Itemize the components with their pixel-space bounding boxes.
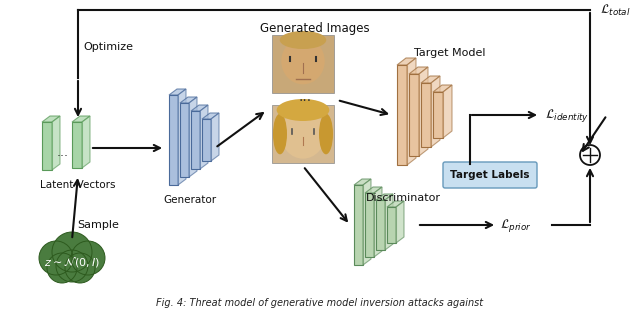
Text: Discriminator: Discriminator [365, 193, 440, 203]
Polygon shape [72, 122, 82, 168]
Polygon shape [42, 122, 52, 170]
Polygon shape [202, 113, 219, 119]
Polygon shape [376, 194, 393, 200]
Polygon shape [211, 113, 219, 161]
Circle shape [71, 241, 105, 275]
Polygon shape [272, 105, 334, 163]
Text: Generated Images: Generated Images [260, 22, 370, 35]
Circle shape [65, 253, 95, 283]
Polygon shape [443, 85, 452, 138]
Polygon shape [365, 187, 382, 193]
Polygon shape [365, 193, 374, 257]
Circle shape [39, 241, 73, 275]
Text: $\mathcal{L}_{identity}$: $\mathcal{L}_{identity}$ [545, 106, 589, 123]
Polygon shape [180, 97, 197, 103]
Polygon shape [354, 179, 371, 185]
Polygon shape [433, 85, 452, 92]
Circle shape [56, 250, 88, 282]
Polygon shape [191, 111, 200, 169]
Polygon shape [397, 58, 416, 65]
Polygon shape [409, 67, 428, 74]
Polygon shape [272, 35, 334, 93]
Polygon shape [354, 185, 363, 265]
Polygon shape [419, 67, 428, 156]
Polygon shape [178, 89, 186, 185]
Polygon shape [421, 76, 440, 83]
Polygon shape [72, 116, 90, 122]
Polygon shape [169, 95, 178, 185]
Polygon shape [202, 119, 211, 161]
Polygon shape [363, 179, 371, 265]
Text: ...: ... [57, 146, 69, 158]
Ellipse shape [281, 109, 325, 159]
Circle shape [580, 145, 600, 165]
FancyBboxPatch shape [443, 162, 537, 188]
Text: $\mathcal{L}_{prior}$: $\mathcal{L}_{prior}$ [500, 216, 532, 233]
Text: $\mathcal{L}_{total}$: $\mathcal{L}_{total}$ [600, 3, 631, 18]
Text: $z \sim \mathcal{N}(0, I)$: $z \sim \mathcal{N}(0, I)$ [44, 255, 100, 269]
Text: Generator: Generator [163, 195, 216, 205]
Text: Latent Vectors: Latent Vectors [40, 180, 116, 190]
Ellipse shape [273, 114, 287, 154]
Polygon shape [407, 58, 416, 165]
Polygon shape [385, 194, 393, 250]
Ellipse shape [276, 99, 330, 121]
Polygon shape [431, 76, 440, 147]
Polygon shape [169, 89, 186, 95]
Circle shape [47, 253, 77, 283]
Polygon shape [387, 201, 404, 207]
Polygon shape [387, 207, 396, 243]
Polygon shape [374, 187, 382, 257]
Polygon shape [409, 74, 419, 156]
Polygon shape [180, 103, 189, 177]
Polygon shape [191, 105, 208, 111]
Ellipse shape [282, 38, 324, 84]
Polygon shape [397, 65, 407, 165]
Text: Sample: Sample [77, 220, 119, 230]
Polygon shape [421, 83, 431, 147]
Polygon shape [82, 116, 90, 168]
Text: Fig. 4: Threat model of generative model inversion attacks against: Fig. 4: Threat model of generative model… [156, 298, 484, 308]
Polygon shape [42, 116, 60, 122]
Text: ...: ... [298, 90, 312, 104]
Polygon shape [200, 105, 208, 169]
Polygon shape [376, 200, 385, 250]
Ellipse shape [319, 114, 333, 154]
Polygon shape [433, 92, 443, 138]
Text: Target Labels: Target Labels [451, 170, 530, 180]
Polygon shape [52, 116, 60, 170]
Text: Target Model: Target Model [414, 48, 486, 58]
Polygon shape [189, 97, 197, 177]
Polygon shape [396, 201, 404, 243]
Circle shape [52, 232, 92, 272]
Ellipse shape [280, 31, 326, 49]
Text: Optimize: Optimize [83, 42, 133, 52]
